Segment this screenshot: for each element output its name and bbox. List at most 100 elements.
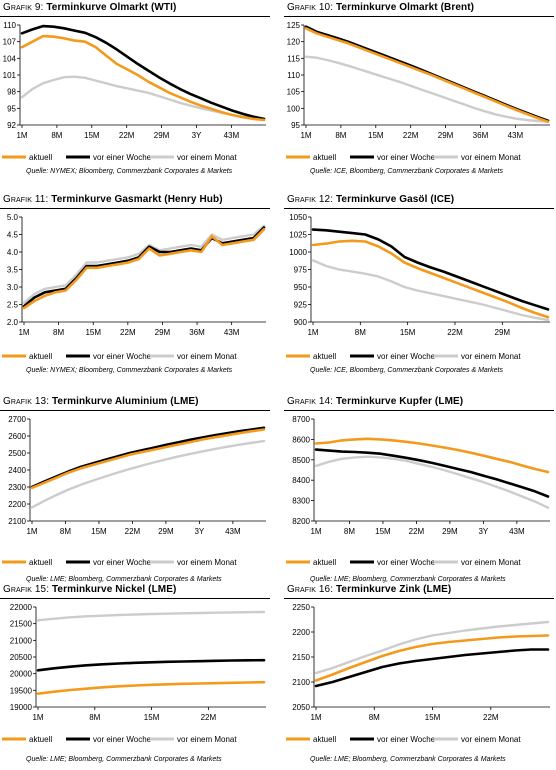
series-line-vor-einer-Woche <box>314 448 550 498</box>
legend-label: vor einem Monat <box>461 558 521 567</box>
series-line-vor-einer-Woche <box>20 24 266 121</box>
legend-entry: aktuell <box>2 352 52 361</box>
x-tick-label: 15M <box>425 713 441 722</box>
series-line-vor-einer-Woche <box>314 648 550 688</box>
legend-entry: vor einer Woche <box>350 735 436 744</box>
title-rule <box>284 16 554 17</box>
legend-label: vor einem Monat <box>461 352 521 361</box>
chart-panel-gasoil: Grafik 12: Terminkurve Gasöl (ICE) 900 92… <box>284 192 554 380</box>
x-tick-label: 43M <box>508 131 524 140</box>
legend-entry: vor einem Monat <box>434 558 521 567</box>
legend-entry: aktuell <box>2 153 52 162</box>
x-tick-label: 29M <box>442 527 458 536</box>
series-line-vor-einem-Monat <box>36 610 266 622</box>
x-tick-label: 8M <box>355 328 366 337</box>
legend-label: vor einer Woche <box>93 735 152 744</box>
x-tick-label: 36M <box>189 328 205 337</box>
x-tick-label: 22M <box>125 527 141 536</box>
chart-panel-brent: Grafik 10: Terminkurve Olmarkt (Brent) 9… <box>284 0 554 188</box>
y-tick-label: 8200 <box>292 517 310 526</box>
title-rule <box>284 208 554 209</box>
y-tick-label: 98 <box>7 88 16 97</box>
legend-entry: vor einer Woche <box>350 352 436 361</box>
legend-label: aktuell <box>313 558 336 567</box>
y-tick-label: 4.5 <box>7 231 19 240</box>
x-tick-label: 8M <box>344 527 355 536</box>
x-tick-label: 8M <box>369 713 380 722</box>
legend-label: aktuell <box>313 352 336 361</box>
legend-entry: vor einem Monat <box>434 735 521 744</box>
y-tick-label: 8700 <box>292 415 310 424</box>
legend-label: vor einem Monat <box>461 735 521 744</box>
chart-source: Quelle: ICE, Bloomberg, Commerzbank Corp… <box>310 367 503 374</box>
y-tick-label: 4.0 <box>7 248 19 257</box>
y-tick-label: 2400 <box>8 466 26 475</box>
series-line-vor-einer-Woche <box>30 426 266 489</box>
y-tick-label: 2500 <box>8 449 26 458</box>
legend-entry: vor einem Monat <box>150 558 237 567</box>
legend-label: vor einer Woche <box>377 735 436 744</box>
x-tick-label: 1M <box>18 328 29 337</box>
x-tick-label: 29M <box>154 131 170 140</box>
x-tick-label: 1M <box>32 713 43 722</box>
x-tick-label: 1M <box>16 131 27 140</box>
x-tick-label: 22M <box>201 713 217 722</box>
y-tick-label: 20500 <box>10 653 33 662</box>
x-tick-label: 15M <box>84 131 100 140</box>
wti-chart: 92 95 98 101 104 107 110 1M 8M 15M 22M 29M 3Y 43M aktu… <box>2 21 266 162</box>
legend-entry: aktuell <box>2 558 52 567</box>
x-tick-label: 29M <box>158 527 174 536</box>
chart-source: Quelle: LME; Bloomberg, Commerzbank Corp… <box>310 756 506 763</box>
x-tick-label: 29M <box>438 131 454 140</box>
x-tick-label: 8M <box>53 328 64 337</box>
x-tick-label: 15M <box>375 527 391 536</box>
y-tick-label: 115 <box>287 54 300 63</box>
x-tick-label: 3Y <box>192 131 202 140</box>
y-tick-label: 2250 <box>292 603 310 612</box>
x-tick-label: 22M <box>119 131 135 140</box>
x-tick-label: 1M <box>307 328 318 337</box>
y-tick-label: 110 <box>287 71 300 80</box>
chart-source: Quelle: LME; Bloomberg, Commerzbank Corp… <box>26 756 222 763</box>
x-tick-label: 22M <box>120 328 136 337</box>
y-tick-label: 21000 <box>10 636 33 645</box>
chart-title: Grafik 12: Terminkurve Gasöl (ICE) <box>287 194 455 205</box>
gasoil-chart: 900 925 950 975 1000 1025 1050 1M 8M 15M 22M 29M akt… <box>286 213 550 361</box>
y-tick-label: 2150 <box>292 653 310 662</box>
y-tick-label: 95 <box>7 104 16 113</box>
series-line-vor-einem-Monat <box>22 224 266 304</box>
legend-entry: vor einer Woche <box>66 352 152 361</box>
y-tick-label: 2200 <box>292 628 310 637</box>
x-tick-label: 1M <box>310 527 321 536</box>
chart-panel-aluminium: Grafik 13: Terminkurve Aluminium (LME) 2… <box>0 394 270 583</box>
legend-entry: vor einem Monat <box>434 153 521 162</box>
x-tick-label: 22M <box>483 713 499 722</box>
henry-hub-chart: 2.0 2.5 3.0 3.5 4.0 4.5 5.0 1M 8M 15M 22M 29M 36M 43M… <box>2 213 266 361</box>
legend-entry: vor einer Woche <box>66 153 152 162</box>
y-tick-label: 120 <box>287 38 301 47</box>
x-tick-label: 8M <box>60 527 71 536</box>
x-tick-label: 29M <box>155 328 171 337</box>
chart-title: Grafik 13: Terminkurve Aluminium (LME) <box>3 396 199 407</box>
y-tick-label: 8600 <box>292 435 310 444</box>
y-tick-label: 110 <box>3 21 16 30</box>
x-tick-label: 15M <box>368 131 384 140</box>
series-line-aktuell <box>304 27 550 123</box>
y-tick-label: 19500 <box>10 686 33 695</box>
y-tick-label: 101 <box>3 71 17 80</box>
x-tick-label: 1M <box>26 527 37 536</box>
series-line-vor-einem-Monat <box>311 259 550 322</box>
y-tick-label: 95 <box>291 121 300 130</box>
legend-label: vor einer Woche <box>377 558 436 567</box>
series-line-vor-einer-Woche <box>36 658 266 672</box>
legend-label: aktuell <box>29 735 52 744</box>
chart-title: Grafik 15: Terminkurve Nickel (LME) <box>3 584 177 595</box>
y-tick-label: 92 <box>7 121 16 130</box>
legend-label: aktuell <box>313 735 336 744</box>
chart-panel-henry-hub: Grafik 11: Terminkurve Gasmarkt (Henry H… <box>0 192 270 380</box>
x-tick-label: 22M <box>447 328 463 337</box>
title-rule <box>284 598 554 599</box>
y-tick-label: 2.0 <box>7 318 19 327</box>
chart-panel-zink: Grafik 16: Terminkurve Zink (LME) 2050 21… <box>284 582 554 770</box>
legend-label: vor einer Woche <box>377 352 436 361</box>
